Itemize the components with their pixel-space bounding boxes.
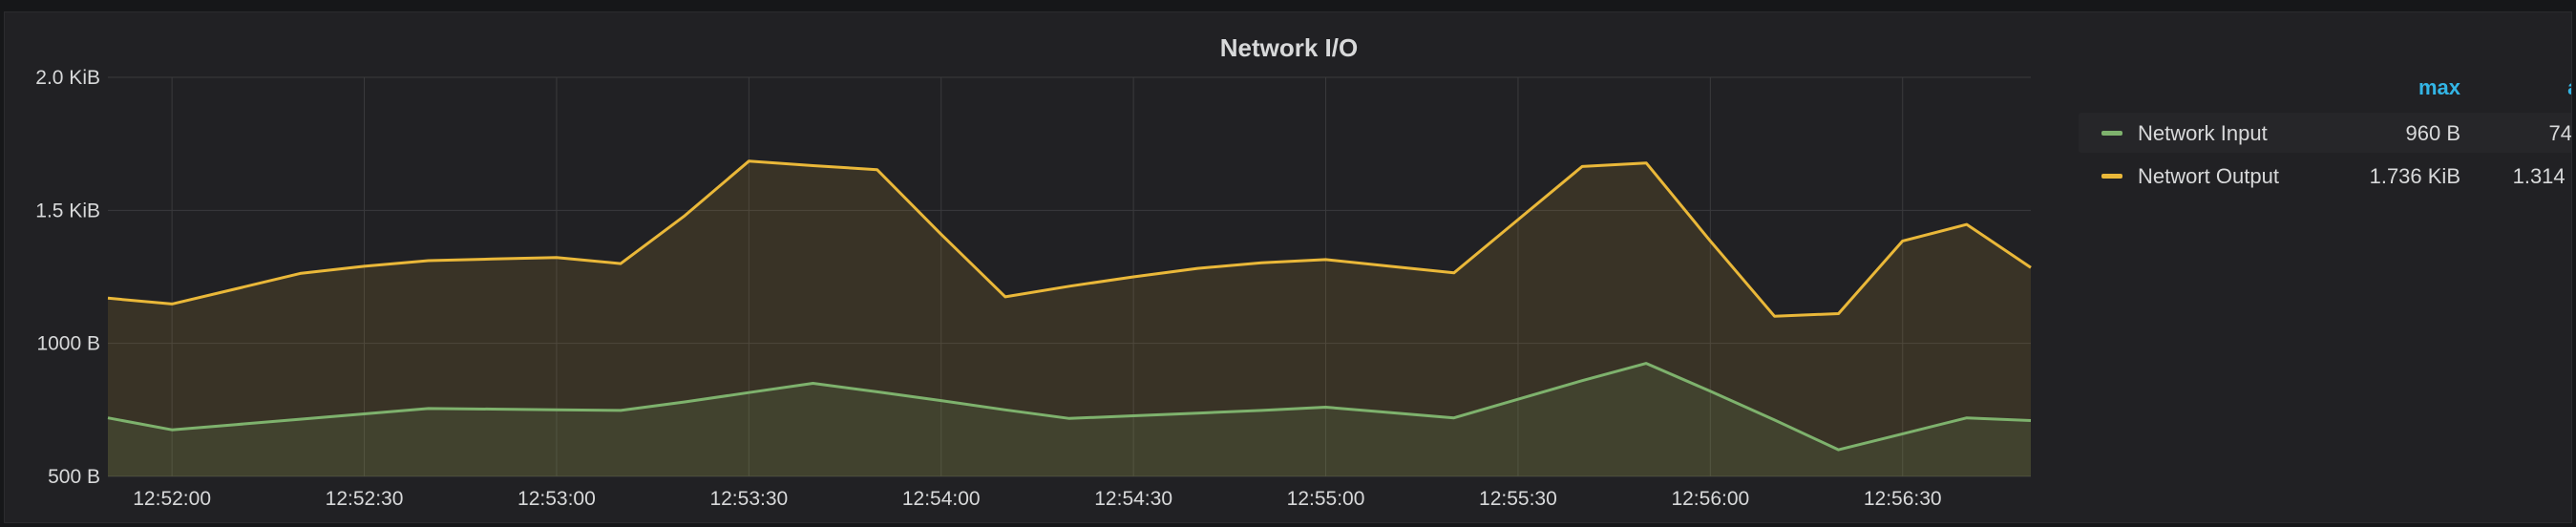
x-tick-label: 12:53:30 <box>709 488 788 510</box>
legend-value-avg: 749 B <box>2548 121 2572 145</box>
network-io-panel: Network I/O 500 B 1000 B 1.5 KiB 2.0 KiB 12:… <box>4 11 2572 523</box>
legend-header: max avg <box>2079 75 2571 104</box>
x-tick-label: 12:56:00 <box>1671 488 1749 510</box>
x-tick-label: 12:52:30 <box>326 488 404 510</box>
x-tick-label: 12:52:00 <box>133 488 211 510</box>
network-output-area <box>108 160 2031 477</box>
x-tick-label: 12:54:00 <box>902 488 981 510</box>
legend-value-avg: 1.314 KiB <box>2512 164 2571 188</box>
y-tick-label: 1000 B <box>36 333 100 355</box>
network-io-chart: 500 B 1000 B 1.5 KiB 2.0 KiB 12:52:00 12:52:3… <box>35 67 2032 510</box>
y-tick-label: 1.5 KiB <box>35 200 100 221</box>
series-color-swatch[interactable] <box>2101 131 2122 136</box>
legend-column-avg[interactable]: avg <box>2489 75 2571 100</box>
x-tick-label: 12:56:30 <box>1864 488 1942 510</box>
legend-series-name[interactable]: Networt Output <box>2138 164 2279 188</box>
x-tick-label: 12:55:30 <box>1479 488 1557 510</box>
legend-value-max: 1.736 KiB <box>2369 164 2460 188</box>
legend-item-network-input[interactable]: Network Input 960 B 749 B <box>2079 113 2572 153</box>
series-color-swatch[interactable] <box>2101 174 2122 179</box>
legend-column-max[interactable]: max <box>2418 75 2460 99</box>
x-tick-label: 12:53:00 <box>517 488 596 510</box>
legend-series-name[interactable]: Network Input <box>2138 121 2268 145</box>
x-tick-label: 12:54:30 <box>1094 488 1172 510</box>
y-tick-label: 2.0 KiB <box>35 67 100 89</box>
legend-item-network-output[interactable]: Networt Output 1.736 KiB 1.314 KiB <box>2079 156 2571 196</box>
legend: max avg Network Input 960 B 749 B Networ… <box>2079 12 2572 522</box>
x-tick-label: 12:55:00 <box>1287 488 1365 510</box>
legend-value-max: 960 B <box>2405 121 2461 145</box>
y-tick-label: 500 B <box>48 466 100 488</box>
panel-title[interactable]: Network I/O <box>1219 33 1359 62</box>
network-output-series-line <box>107 159 2032 318</box>
network-input-series-line <box>107 362 2032 452</box>
